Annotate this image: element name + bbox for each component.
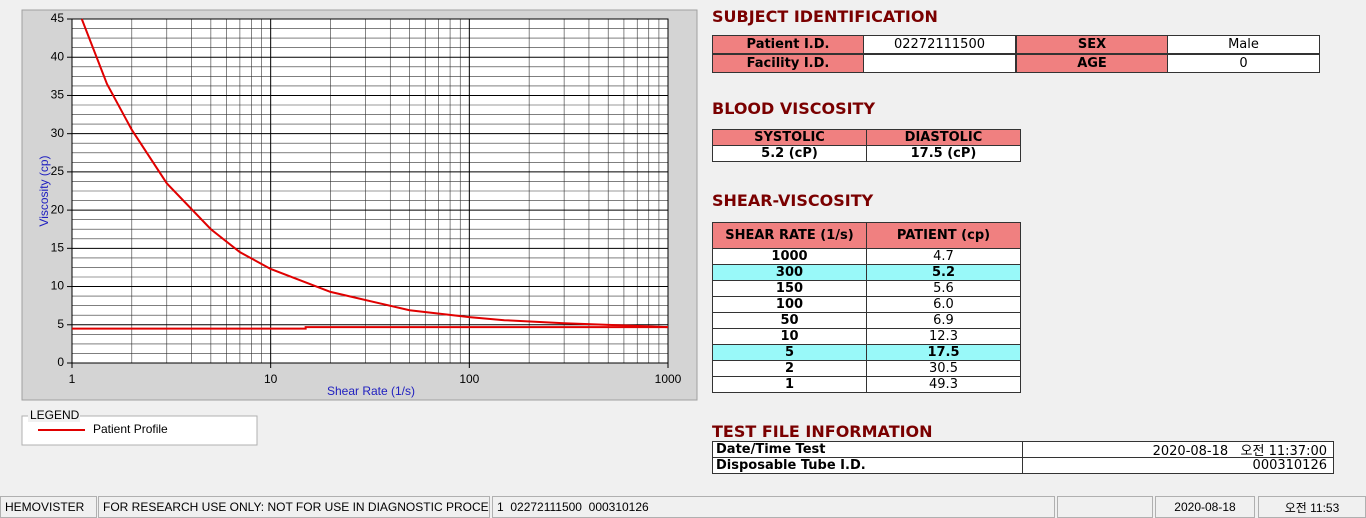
field-value: 0 — [1167, 54, 1320, 73]
x-tick-label: 10 — [264, 372, 278, 386]
legend-title: LEGEND — [30, 408, 80, 422]
legend-label: Patient Profile — [93, 422, 168, 436]
shear-rate: 150 — [712, 280, 867, 297]
shear-rate: 100 — [712, 296, 867, 313]
chart: Shear Rate (1/s) Viscosity (cp) LEGEND 0… — [21, 9, 698, 446]
patient-viscosity: 30.5 — [866, 360, 1021, 377]
status-cell: 1 02272111500 000310126 — [492, 496, 1055, 518]
patient-viscosity: 4.7 — [866, 248, 1021, 265]
section-title: TEST FILE INFORMATION — [712, 422, 933, 441]
column-header: SYSTOLIC — [712, 129, 867, 146]
data-line — [72, 326, 668, 330]
column-header: PATIENT (cp) — [866, 222, 1021, 249]
field-label: Patient I.D. — [712, 35, 864, 54]
cell-value: 17.5 (cP) — [866, 145, 1021, 162]
shear-rate: 1 — [712, 376, 867, 393]
status-cell: 오전 11:53 — [1258, 496, 1366, 518]
patient-viscosity: 5.2 — [866, 264, 1021, 281]
y-axis-label: Viscosity (cp) — [37, 155, 51, 226]
shear-rate: 1000 — [712, 248, 867, 265]
y-tick-label: 15 — [51, 241, 65, 255]
field-value: 000310126 — [1022, 457, 1334, 474]
shear-rate: 300 — [712, 264, 867, 281]
shear-rate: 10 — [712, 328, 867, 345]
x-tick-label: 1000 — [655, 372, 682, 386]
status-cell: FOR RESEARCH USE ONLY: NOT FOR USE IN DI… — [98, 496, 490, 518]
status-cell — [1057, 496, 1153, 518]
y-tick-label: 30 — [51, 126, 65, 140]
status-cell: HEMOVISTER — [0, 496, 97, 518]
data-line — [80, 18, 669, 329]
patient-viscosity: 17.5 — [866, 344, 1021, 361]
section-title: SHEAR-VISCOSITY — [712, 191, 874, 210]
x-tick-label: 100 — [459, 372, 479, 386]
patient-viscosity: 12.3 — [866, 328, 1021, 345]
field-value — [863, 54, 1016, 73]
x-axis-label: Shear Rate (1/s) — [327, 384, 415, 398]
field-value: 2020-08-18 오전 11:37:00 — [1022, 441, 1334, 459]
x-tick-label: 1 — [69, 372, 76, 386]
field-label: AGE — [1016, 54, 1168, 73]
y-tick-label: 10 — [51, 279, 65, 293]
field-value: Male — [1167, 35, 1320, 54]
plot-border — [71, 18, 669, 364]
patient-viscosity: 6.0 — [866, 296, 1021, 313]
y-tick-label: 45 — [51, 11, 65, 25]
shear-rate: 2 — [712, 360, 867, 377]
column-header: DIASTOLIC — [866, 129, 1021, 146]
y-tick-label: 20 — [51, 202, 65, 216]
y-tick-label: 5 — [57, 317, 64, 331]
y-tick-label: 35 — [51, 88, 65, 102]
patient-viscosity: 49.3 — [866, 376, 1021, 393]
shear-rate: 50 — [712, 312, 867, 329]
status-cell: 2020-08-18 — [1155, 496, 1255, 518]
y-tick-label: 40 — [51, 49, 65, 63]
cell-value: 5.2 (cP) — [712, 145, 867, 162]
patient-viscosity: 5.6 — [866, 280, 1021, 297]
field-value: 02272111500 — [863, 35, 1016, 54]
shear-rate: 5 — [712, 344, 867, 361]
section-title: BLOOD VISCOSITY — [712, 99, 876, 118]
column-header: SHEAR RATE (1/s) — [712, 222, 867, 249]
legend-title-bg — [28, 409, 80, 422]
patient-viscosity: 6.9 — [866, 312, 1021, 329]
field-label: SEX — [1016, 35, 1168, 54]
field-label: Disposable Tube I.D. — [712, 457, 1023, 474]
field-label: Date/Time Test — [712, 441, 1023, 458]
section-title: SUBJECT IDENTIFICATION — [712, 7, 938, 26]
field-label: Facility I.D. — [712, 54, 864, 73]
y-tick-label: 0 — [57, 355, 64, 369]
y-tick-label: 25 — [51, 164, 65, 178]
